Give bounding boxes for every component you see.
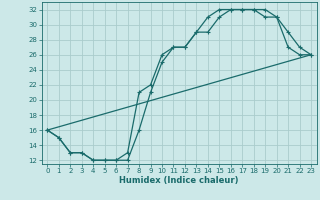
X-axis label: Humidex (Indice chaleur): Humidex (Indice chaleur): [119, 176, 239, 185]
